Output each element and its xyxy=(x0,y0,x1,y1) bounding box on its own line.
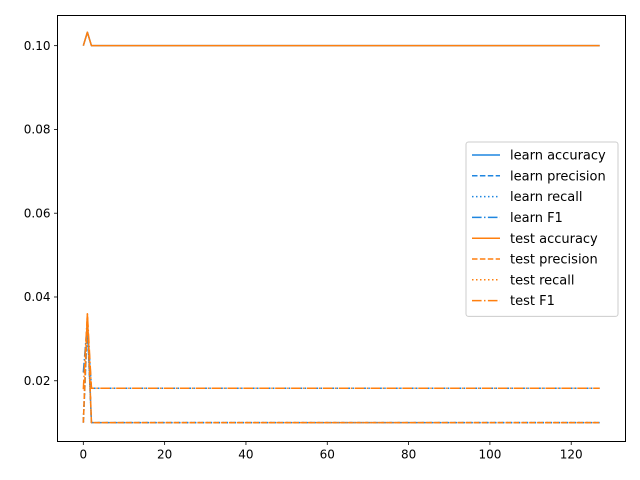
y-tick-label: 0.04 xyxy=(24,290,51,304)
x-tick-label: 100 xyxy=(478,448,501,462)
x-tick-label: 120 xyxy=(560,448,583,462)
legend-box xyxy=(465,141,619,317)
axes-frame xyxy=(57,15,626,442)
x-tick-label: 80 xyxy=(401,448,416,462)
y-axis: 0.02 0.04 0.06 0.08 0.10 xyxy=(24,39,58,388)
legend-label: test accuracy xyxy=(510,232,598,247)
series-line-test-f1 xyxy=(82,312,600,390)
series-line-learn-f1 xyxy=(82,321,600,390)
legend-label: learn precision xyxy=(510,169,606,184)
x-tick-label: 20 xyxy=(157,448,172,462)
y-tick-label: 0.08 xyxy=(24,123,51,137)
series-line-learn-recall xyxy=(82,325,600,424)
series-line-test-precision xyxy=(82,312,600,424)
x-tick-label: 60 xyxy=(320,448,335,462)
y-tick-label: 0.02 xyxy=(24,374,51,388)
series-layer xyxy=(82,31,600,424)
legend-label: learn accuracy xyxy=(510,149,606,164)
series-line-learn-accuracy xyxy=(82,31,600,47)
legend-label: learn recall xyxy=(510,190,582,205)
series-line-learn-precision xyxy=(82,325,600,424)
series-line-test-accuracy xyxy=(82,31,600,47)
x-tick-label: 40 xyxy=(238,448,253,462)
y-tick-label: 0.10 xyxy=(24,39,51,53)
legend-label: test precision xyxy=(510,253,598,268)
legend-label: learn F1 xyxy=(510,211,563,226)
series-line-test-recall xyxy=(82,312,600,424)
y-tick-label: 0.06 xyxy=(24,206,51,220)
legend: learn accuracy learn precision learn recal… xyxy=(465,141,619,317)
legend-label: test F1 xyxy=(510,294,555,309)
x-tick-label: 0 xyxy=(79,448,87,462)
legend-label: test recall xyxy=(510,273,575,288)
x-axis: 0 20 40 60 80 100 120 xyxy=(79,441,583,462)
